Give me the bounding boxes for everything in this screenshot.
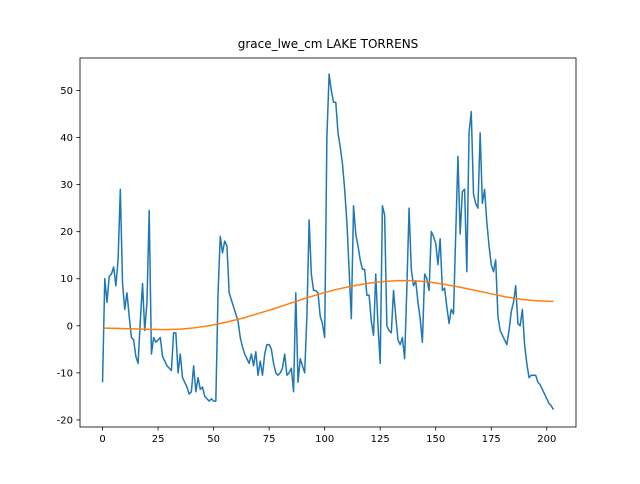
y-tick-label: 10 <box>60 274 73 285</box>
x-tick-label: 100 <box>315 434 334 445</box>
x-tick-label: 200 <box>537 434 556 445</box>
y-tick-label: 30 <box>60 180 73 191</box>
y-tick-label: 0 <box>67 321 73 332</box>
chart-title: grace_lwe_cm LAKE TORRENS <box>238 37 419 51</box>
line-series <box>101 73 555 410</box>
x-tick-label: 75 <box>263 434 276 445</box>
y-tick-label: 40 <box>60 133 73 144</box>
x-tick-label: 25 <box>152 434 165 445</box>
line-series <box>102 279 554 331</box>
y-tick-label: 20 <box>60 227 73 238</box>
plot-frame <box>79 57 577 428</box>
x-tick-label: 0 <box>99 434 105 445</box>
y-tick-label: -10 <box>57 368 73 379</box>
x-tick-label: 150 <box>426 434 445 445</box>
y-tick-label: 50 <box>60 86 73 97</box>
x-tick-label: 125 <box>371 434 390 445</box>
x-tick-label: 175 <box>482 434 501 445</box>
y-tick-label: -20 <box>57 415 73 426</box>
x-tick-label: 50 <box>207 434 220 445</box>
